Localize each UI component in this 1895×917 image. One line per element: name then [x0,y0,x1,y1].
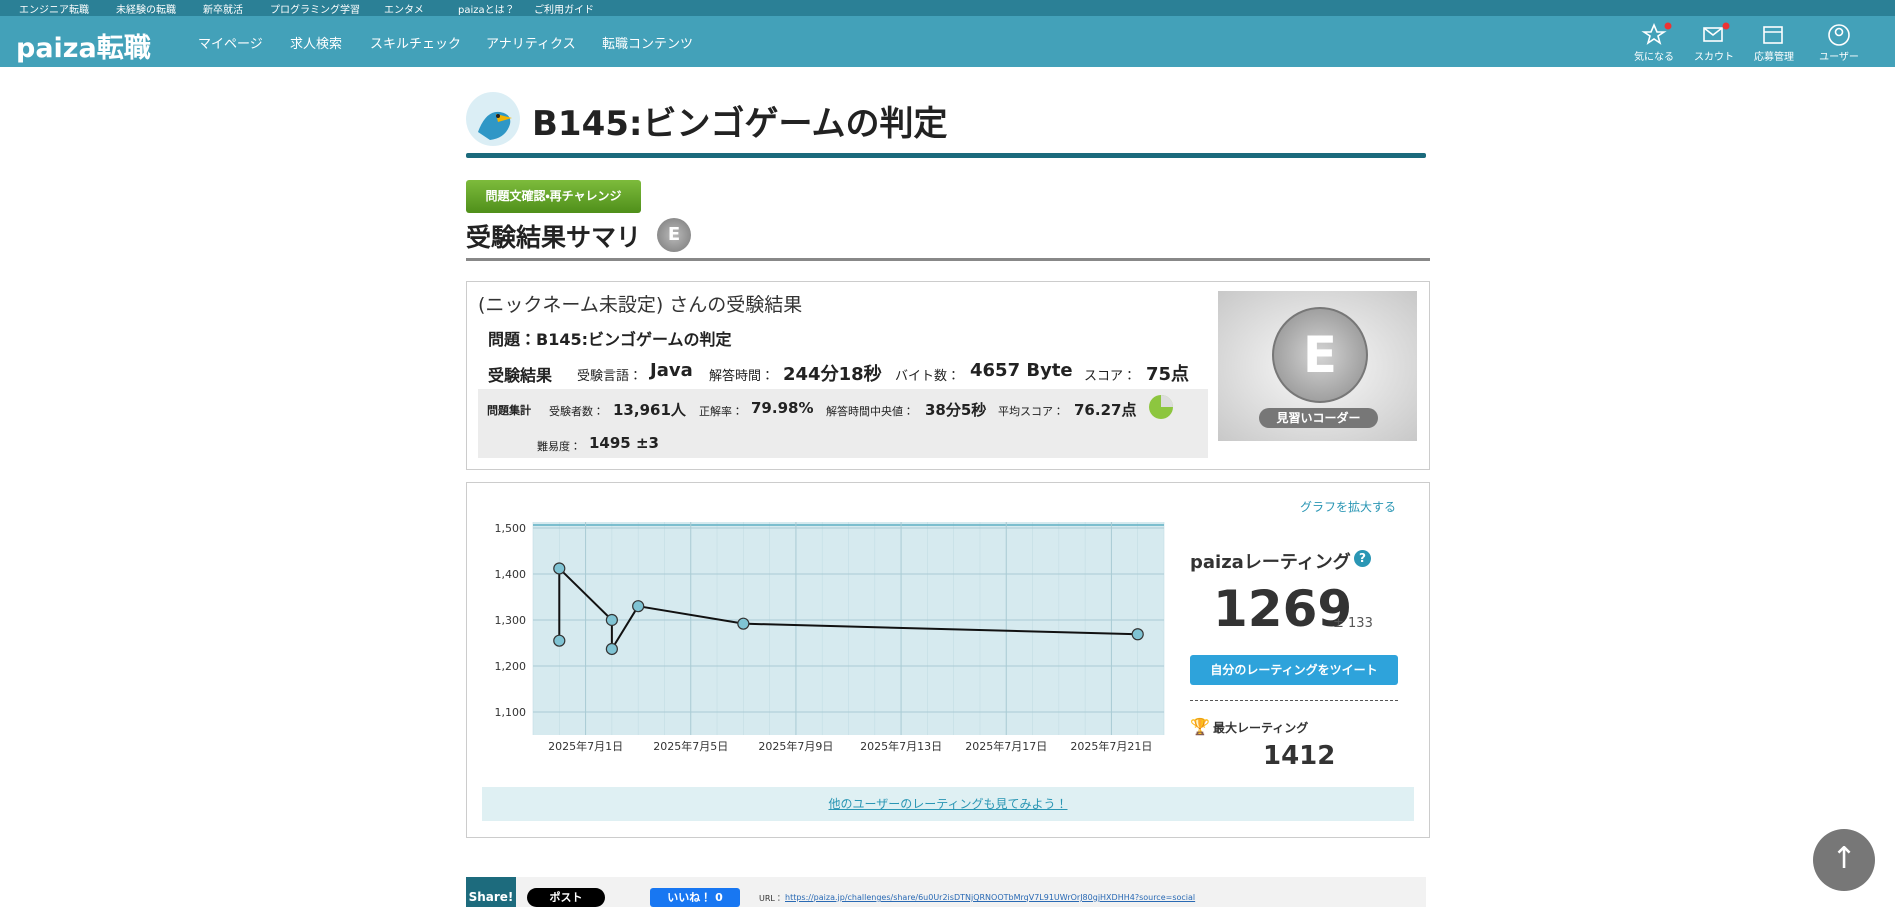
x-tick-label: 2025年7月13日 [860,739,942,753]
x-tick-label: 2025年7月9日 [758,739,833,753]
problem-icon [466,92,520,146]
x-tick-label: 2025年7月21日 [1070,739,1152,753]
top-link[interactable]: プログラミング学習 [270,5,360,16]
stats-band [478,389,1208,458]
data-point [553,562,566,575]
menu-item[interactable]: アナリティクス [486,37,576,52]
share-bar [466,877,1426,907]
data-point [553,634,566,647]
top-link[interactable]: エンジニア転職 [19,5,89,16]
nav-icon-label[interactable]: ユーザー [1819,52,1859,63]
max-label: 最大レーティング [1213,721,1309,735]
language-label: 受験言語： [577,369,643,384]
stat-value: 38分5秒 [925,401,987,419]
logo[interactable]: paiza転職 [16,33,151,64]
bytes: 4657 Byte [970,360,1073,381]
rating-box [466,482,1430,838]
page-title: B145:ビンゴゲームの判定 [532,104,948,144]
back-to-top[interactable]: ↑ [1813,829,1875,891]
score-pie [1149,395,1173,419]
stat-label: 難易度： [537,440,581,453]
data-point [605,642,618,656]
top-link[interactable]: エンタメ [384,5,424,16]
score-label: スコア： [1084,369,1137,384]
nav-icon-label[interactable]: スカウト [1694,52,1734,63]
stat-label: 正解率： [699,405,743,418]
result-box [466,281,1430,470]
title-underline [466,153,1426,158]
time-label: 解答時間： [709,369,775,384]
top-link[interactable]: ご利用ガイド [534,5,594,16]
help-icon[interactable]: ? [1354,550,1371,567]
y-tick-label: 1,200 [495,660,527,673]
top-link[interactable]: 未経験の転職 [116,5,176,16]
menu-item[interactable]: 転職コンテンツ [602,37,694,52]
rating-chart: 1,100 1,200 1,300 1,400 1,500 2025年7月1日 2025年7… [495,522,1165,753]
y-tick-label: 1,100 [495,706,527,719]
rating-value: 1269 [1213,580,1353,638]
section-title: 受験結果サマリ [466,223,642,252]
data-point [605,613,618,627]
section-underline [466,258,1430,261]
stat-value: 79.98% [751,399,814,417]
result-heading: (ニックネーム未設定) さんの受験結果 [478,294,803,316]
tweet-button[interactable]: 自分のレーティングをツイート [1190,655,1398,685]
rating-error: ± 133 [1333,616,1373,631]
stat-label: 解答時間中央値： [826,405,914,418]
share-label: Share! [466,877,516,907]
nav-bar [0,16,1895,67]
nav-icons [1641,22,1850,46]
expand-link[interactable]: グラフを拡大する [1300,500,1397,514]
menu-item[interactable]: スキルチェック [370,37,462,52]
time: 244分18秒 [783,364,882,385]
problem-name: 問題：B145:ビンゴゲームの判定 [488,330,732,349]
result-label: 受験結果 [488,366,553,385]
score: 75点 [1146,364,1190,385]
top-link[interactable]: paizaとは？ [458,5,515,16]
url-label: URL： [759,894,783,903]
divider [1190,700,1398,701]
stat-label: 受験者数： [549,405,604,418]
bytes-label: バイト数： [895,369,961,384]
max-rating: 1412 [1263,741,1336,771]
top-bar [0,0,1895,16]
menu-item[interactable]: 求人検索 [290,37,343,52]
others-link[interactable]: 他のユーザーのレーティングも見てみよう！ [482,787,1414,821]
nav-icon-label[interactable]: 気になる [1634,52,1674,63]
y-tick-label: 1,300 [495,614,527,627]
medal-label: 見習いコーダー [1259,408,1378,428]
menu-item[interactable]: マイページ [198,37,263,52]
stat-value: 1495 ±3 [589,434,659,452]
like-button[interactable]: いいね！ 0 [650,888,740,907]
nav-icon-label[interactable]: 応募管理 [1754,52,1794,63]
medal: E [1272,307,1368,403]
x-tick-label: 2025年7月1日 [548,739,623,753]
rating-title: paizaレーティング [1190,552,1351,573]
data-point [632,600,645,613]
stats-label: 問題集計 [487,404,531,417]
rank-badge: E [657,218,691,252]
data-point [737,617,750,630]
stat-value: 76.27点 [1074,401,1137,419]
x-tick-label: 2025年7月5日 [653,739,728,753]
y-tick-label: 1,400 [495,568,527,581]
stat-value: 13,961人 [613,401,686,419]
retry-button[interactable]: 問題文確認・再チャレンジ [466,180,641,213]
language: Java [650,360,693,381]
top-link[interactable]: 新卒就活 [203,5,243,16]
y-tick-label: 1,500 [495,522,527,535]
post-button[interactable]: ポスト [527,888,605,907]
share-url[interactable]: https://paiza.jp/challenges/share/6u0Ur2… [785,893,1196,902]
data-point [1131,628,1144,641]
trophy-icon: 🏆 [1190,717,1210,736]
stat-label: 平均スコア： [998,405,1064,418]
x-tick-label: 2025年7月17日 [965,739,1047,753]
